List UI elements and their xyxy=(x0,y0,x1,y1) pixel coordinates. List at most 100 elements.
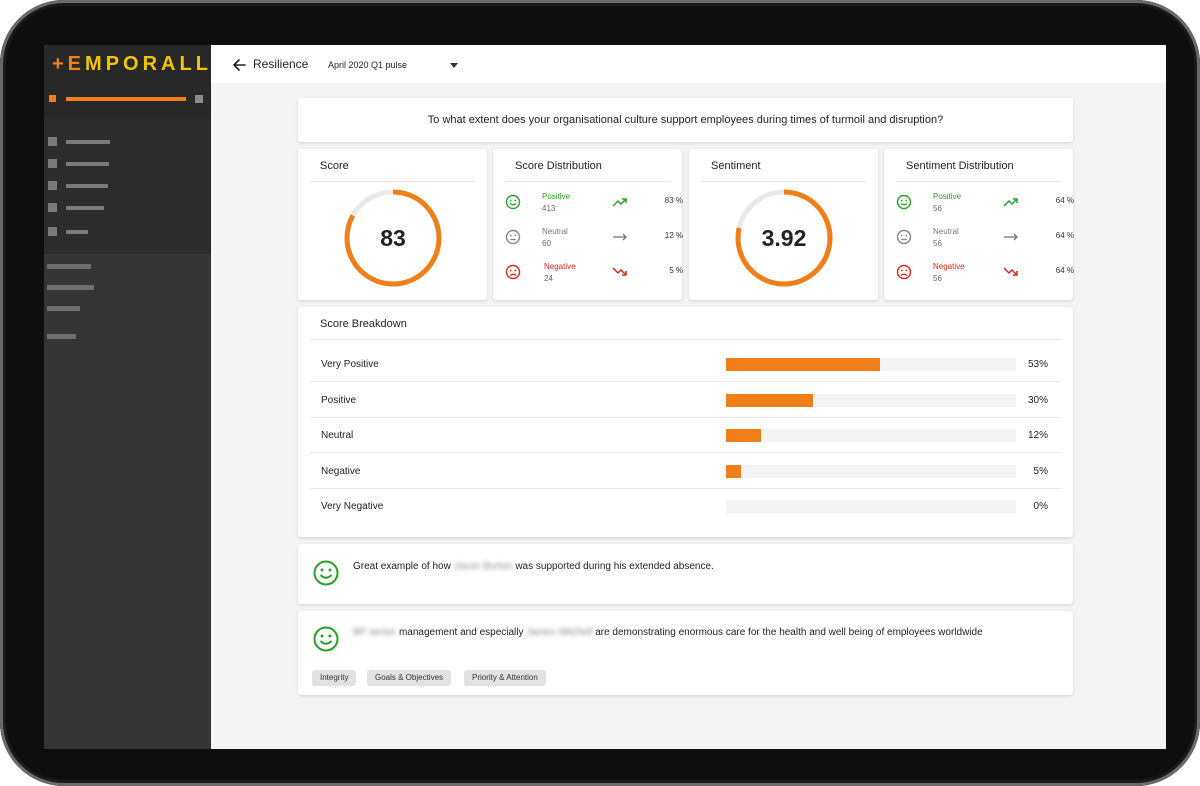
breakdown-label: Positive xyxy=(321,395,357,406)
sidebar-item-4[interactable] xyxy=(48,203,128,213)
breakdown-bar-track xyxy=(726,465,1016,478)
trend-flat-icon xyxy=(1004,233,1018,241)
sidebar-link-4[interactable] xyxy=(47,334,76,339)
caret-down-icon xyxy=(450,63,458,68)
top-bar: Resilience April 2020 Q1 pulse xyxy=(211,45,1166,83)
breakdown-percent: 5% xyxy=(1033,466,1048,477)
survey-select-value: April 2020 Q1 pulse xyxy=(328,60,408,70)
trend-down-icon xyxy=(612,267,627,276)
neutral-face-icon xyxy=(505,229,521,245)
breakdown-bar-fill xyxy=(726,465,741,478)
frown-icon xyxy=(505,264,521,280)
sidebar-item-5[interactable] xyxy=(48,227,128,237)
sentiment-distribution-title: Sentiment Distribution xyxy=(906,160,1014,172)
breakdown-bar-track xyxy=(726,358,1016,371)
sidebar-link-2[interactable] xyxy=(47,285,94,290)
smile-icon xyxy=(896,194,912,210)
survey-select[interactable]: April 2020 Q1 pulse xyxy=(328,57,458,73)
active-item-bar xyxy=(66,97,186,101)
breakdown-label: Very Positive xyxy=(321,359,379,370)
breakdown-bar-track xyxy=(726,500,1016,513)
breakdown-bar-fill xyxy=(726,394,813,407)
nav-item-label-placeholder xyxy=(66,206,104,210)
breakdown-bar-fill xyxy=(726,429,761,442)
redacted-name: Jason Burton xyxy=(453,561,513,572)
trend-down-icon xyxy=(1003,267,1018,276)
smile-icon xyxy=(313,560,339,586)
sidebar-item-2[interactable] xyxy=(48,159,128,169)
nav-item-icon xyxy=(48,181,57,190)
breakdown-label: Very Negative xyxy=(321,501,384,512)
frown-icon xyxy=(896,264,912,280)
redacted-name: BP senior xyxy=(353,627,397,638)
sidebar-item-3[interactable] xyxy=(48,181,128,191)
sentiment-row-positive: Positive 56 64 % xyxy=(896,192,1074,218)
distribution-label: Negative xyxy=(933,262,965,271)
tag-chip[interactable]: Integrity xyxy=(312,670,357,686)
nav-item-icon xyxy=(48,227,57,236)
breakdown-percent: 30% xyxy=(1027,395,1048,406)
breakdown-row: Positive 30% xyxy=(310,383,1061,418)
distribution-count: 56 xyxy=(933,274,942,283)
divider xyxy=(896,181,1061,182)
breakdown-row: Very Positive 53% xyxy=(310,347,1061,382)
sidebar-nav-group xyxy=(44,119,211,254)
sidebar: +EMPORALL xyxy=(44,45,211,749)
distribution-row-negative: Negative 24 5 % xyxy=(505,262,683,288)
distribution-percent: 12 % xyxy=(664,231,683,240)
sentiment-gauge xyxy=(735,189,833,287)
nav-item-label-placeholder xyxy=(66,162,109,166)
back-arrow-icon[interactable] xyxy=(229,55,249,75)
nav-item-label-placeholder xyxy=(66,184,108,188)
sentiment-value: 3.92 xyxy=(761,225,807,251)
nav-item-label-placeholder xyxy=(66,230,88,234)
active-item-icon xyxy=(49,95,56,102)
distribution-label: Neutral xyxy=(542,227,568,236)
breakdown-label: Negative xyxy=(321,466,361,477)
collapse-icon[interactable] xyxy=(195,95,203,103)
score-breakdown-title: Score Breakdown xyxy=(320,318,407,330)
comment-text: Great example of how Jason Burton was su… xyxy=(353,561,714,572)
distribution-percent: 64 % xyxy=(1055,266,1074,275)
sidebar-link-1[interactable] xyxy=(47,264,91,269)
score-distribution-title: Score Distribution xyxy=(515,160,602,172)
score-distribution-card: Score Distribution Positive 413 83 % Neu… xyxy=(493,149,683,300)
score-title: Score xyxy=(320,160,349,172)
divider xyxy=(310,339,1061,340)
divider xyxy=(310,181,475,182)
distribution-count: 24 xyxy=(544,274,553,283)
sidebar-link-3[interactable] xyxy=(47,306,80,311)
sentiment-row-neutral: Neutral 56 64 % xyxy=(896,227,1074,253)
divider xyxy=(505,181,670,182)
breakdown-label: Neutral xyxy=(321,430,354,441)
distribution-row-positive: Positive 413 83 % xyxy=(505,192,683,218)
tag-chip[interactable]: Goals & Objectives xyxy=(367,670,452,686)
breakdown-percent: 53% xyxy=(1027,359,1048,370)
smile-icon xyxy=(505,194,521,210)
distribution-row-neutral: Neutral 60 12 % xyxy=(505,227,683,253)
sidebar-active-item[interactable] xyxy=(49,95,205,103)
sentiment-distribution-card: Sentiment Distribution Positive 56 64 % … xyxy=(884,149,1074,300)
divider xyxy=(701,181,866,182)
distribution-count: 413 xyxy=(542,204,556,213)
sentiment-card: Sentiment 3.92 xyxy=(689,149,878,300)
breakdown-percent: 12% xyxy=(1027,430,1048,441)
nav-item-icon xyxy=(48,137,57,146)
distribution-label: Positive xyxy=(933,192,962,201)
app-screen: +EMPORALL xyxy=(44,45,1166,749)
distribution-count: 56 xyxy=(933,239,942,248)
distribution-count: 56 xyxy=(933,204,942,213)
breakdown-row: Neutral 12% xyxy=(310,418,1061,453)
sidebar-item-1[interactable] xyxy=(48,137,128,147)
sentiment-title: Sentiment xyxy=(711,160,761,172)
trend-up-icon xyxy=(1003,198,1018,207)
score-gauge xyxy=(344,189,442,287)
tag-chip[interactable]: Priority & Attention xyxy=(464,670,546,686)
trend-up-icon xyxy=(612,198,627,207)
score-breakdown-card: Score Breakdown Very Positive 53% Positi… xyxy=(298,307,1073,537)
comment-card: Great example of how Jason Burton was su… xyxy=(298,544,1073,604)
breakdown-bar-track xyxy=(726,394,1016,407)
nav-item-icon xyxy=(48,203,57,212)
comment-text: BP senior management and especially Jame… xyxy=(353,627,983,638)
